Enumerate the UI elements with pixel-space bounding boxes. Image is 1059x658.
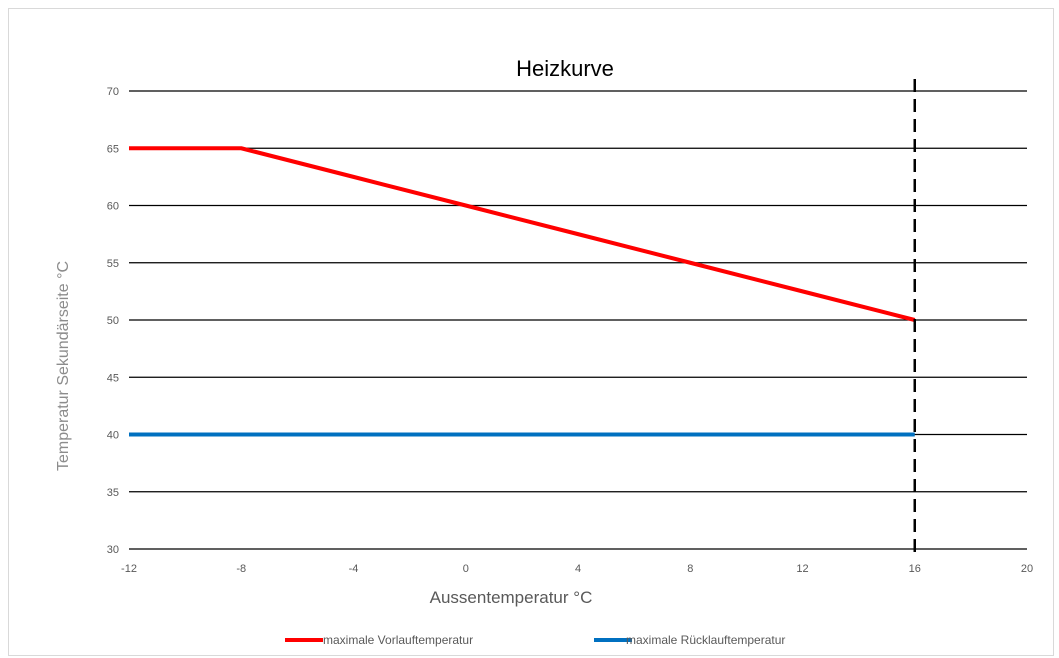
y-tick-label: 60 <box>107 201 119 213</box>
series-lines <box>129 146 916 437</box>
x-tick-label: -4 <box>349 563 359 575</box>
x-tick-label: 16 <box>909 563 921 575</box>
x-tick-label: -12 <box>121 563 137 575</box>
heating-curve-chart: Heizkurve 30 35 40 45 50 55 60 65 70 -12 -8 -4 0 4 8 1… <box>55 56 1033 647</box>
x-tick-label: 4 <box>575 563 581 575</box>
x-tick-label: 12 <box>796 563 808 575</box>
y-tick-label: 65 <box>107 143 119 155</box>
x-tick-label: -8 <box>236 563 246 575</box>
legend-label-2: maximale Rücklauftemperatur <box>626 633 785 647</box>
legend-label-1: maximale Vorlauftemperatur <box>323 633 473 647</box>
grid-lines <box>129 90 1027 550</box>
y-tick-label: 45 <box>107 372 119 384</box>
x-tick-label: 20 <box>1021 563 1033 575</box>
y-tick-label: 40 <box>107 430 119 442</box>
x-tick-labels: -12 -8 -4 0 4 8 12 16 20 <box>121 563 1033 575</box>
y-tick-label: 35 <box>107 487 119 499</box>
x-tick-label: 0 <box>463 563 469 575</box>
y-tick-labels: 30 35 40 45 50 55 60 65 70 <box>107 86 119 556</box>
y-axis-label: Temperatur Sekundärseite °C <box>55 261 72 471</box>
series-line-1 <box>129 146 916 322</box>
x-axis-label: Aussentemperatur °C <box>430 588 593 607</box>
chart-title: Heizkurve <box>516 56 614 81</box>
y-tick-label: 50 <box>107 315 119 327</box>
legend: maximale Vorlauftemperatur maximale Rückl… <box>285 633 785 647</box>
y-tick-label: 30 <box>107 544 119 556</box>
chart-frame: Heizkurve 30 35 40 45 50 55 60 65 70 -12 -8 -4 0 4 8 1… <box>8 8 1054 656</box>
y-tick-label: 55 <box>107 258 119 270</box>
y-tick-label: 70 <box>107 86 119 98</box>
x-tick-label: 8 <box>687 563 693 575</box>
